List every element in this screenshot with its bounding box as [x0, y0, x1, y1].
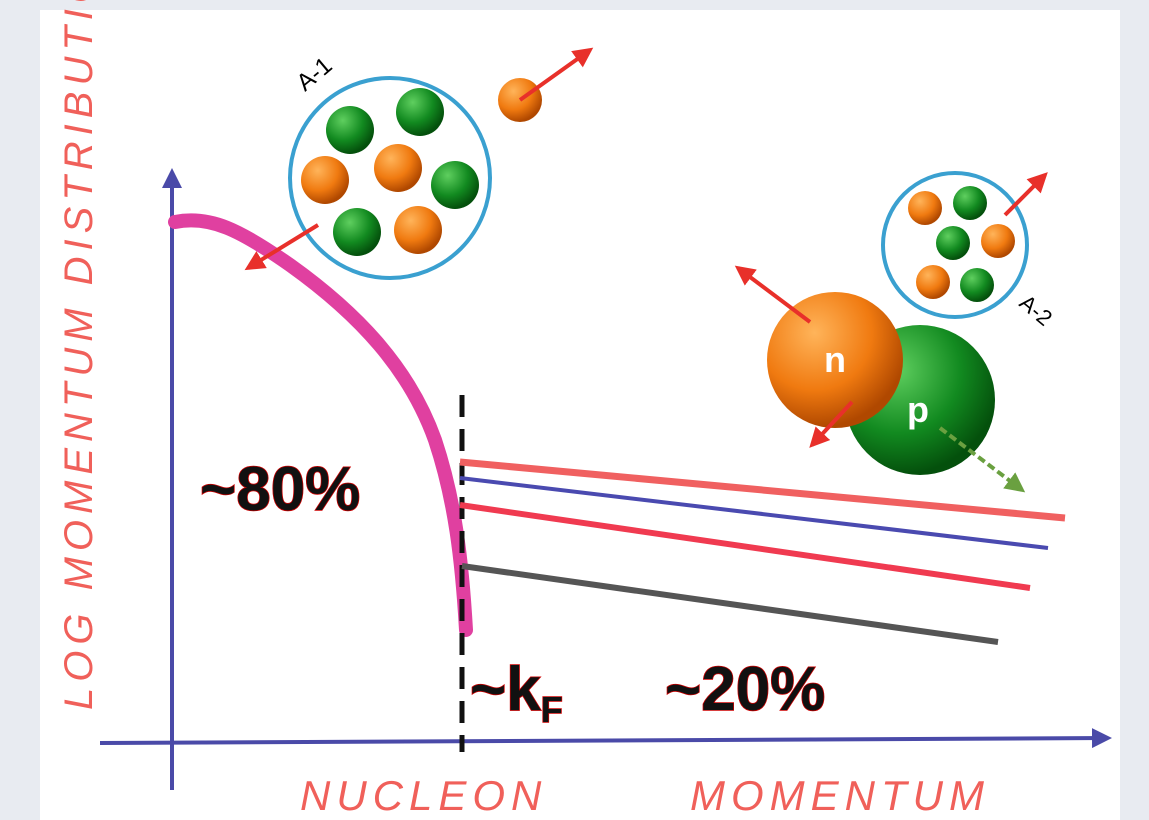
kf-subscript: F [541, 689, 563, 730]
x-axis-label: MOMENTUM [690, 772, 990, 819]
proton-label: p [907, 389, 929, 430]
y-axis-label: LOG MOMENTUM DISTRIBUTION [57, 0, 101, 710]
high-label: ~20% [665, 655, 825, 724]
diagram: LOG MOMENTUM DISTRIBUTION NUCLEON MOMENT… [0, 0, 1149, 820]
x-axis-label: NUCLEON [300, 772, 547, 819]
kf-text: ~k [470, 655, 541, 724]
neutron-label: n [824, 339, 846, 380]
low-label: ~80% [200, 455, 360, 524]
